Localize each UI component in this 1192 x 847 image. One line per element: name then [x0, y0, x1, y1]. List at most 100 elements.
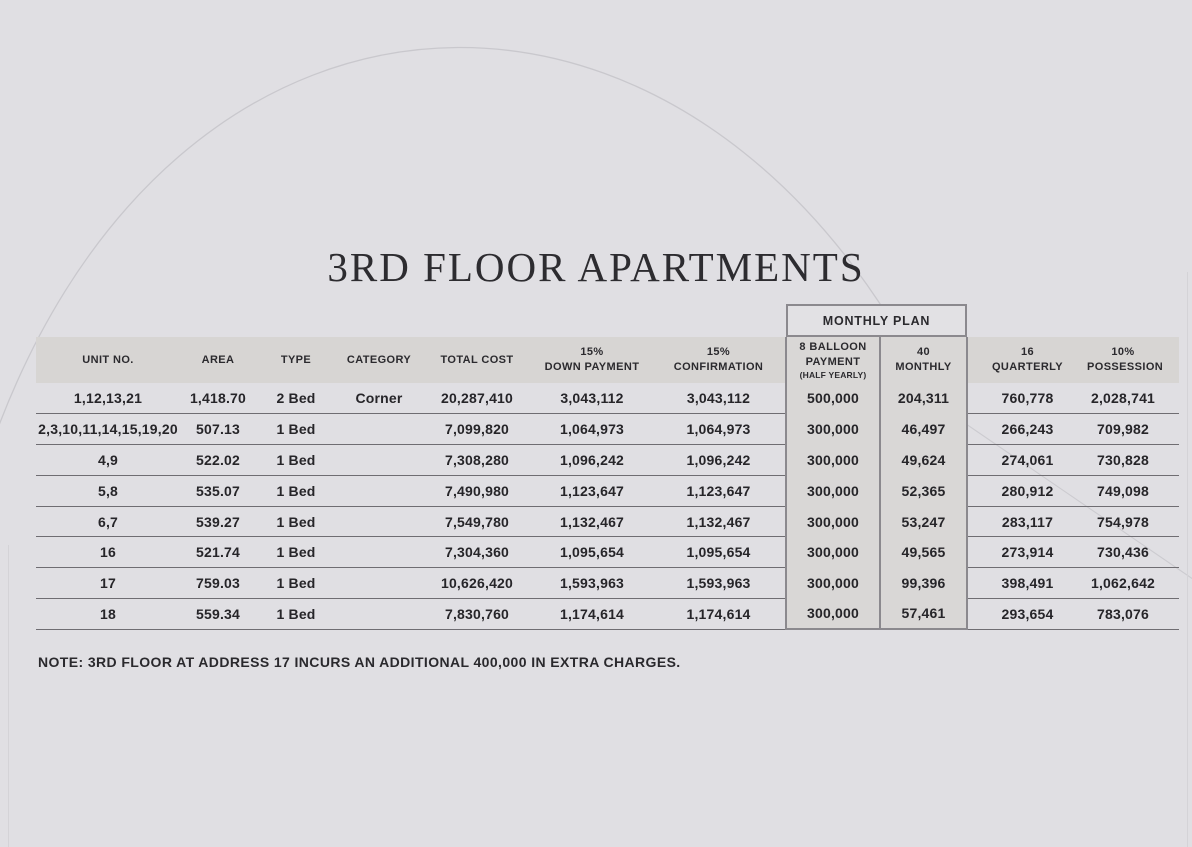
cell-monthly_40: 99,396 — [879, 567, 968, 599]
cell-confirmation_15: 1,096,242 — [652, 444, 786, 476]
cell-area: 507.13 — [180, 413, 256, 446]
cell-confirmation_15: 1,095,654 — [652, 536, 786, 569]
cell-balloon_payment_8: 300,000 — [785, 536, 880, 568]
col-header-possession: 10% POSSESSION — [1087, 337, 1179, 383]
cell-type: 1 Bed — [256, 536, 336, 569]
note-body: 3RD FLOOR AT ADDRESS 17 INCURS AN ADDITI… — [87, 654, 681, 670]
cell-quarterly_16: 266,243 — [967, 413, 1087, 446]
cell-area: 559.34 — [180, 598, 256, 630]
cell-unit_no: 5,8 — [36, 475, 180, 507]
cell-monthly_40: 53,247 — [879, 506, 968, 537]
cell-possession_10: 749,098 — [1087, 475, 1179, 507]
cell-area: 521.74 — [180, 536, 256, 569]
cell-quarterly_16: 398,491 — [967, 567, 1087, 600]
cell-monthly_40: 49,565 — [879, 536, 968, 568]
cell-total_cost: 7,830,760 — [422, 598, 532, 630]
col-header-category: CATEGORY — [336, 337, 422, 383]
apartments-table-wrap: MONTHLY PLAN UNIT NO. AREA TYPE CATEGORY… — [36, 304, 1179, 631]
col-header-40-monthly: 40 MONTHLY — [879, 337, 968, 383]
cell-balloon_payment_8: 300,000 — [785, 475, 880, 507]
cell-confirmation_15: 1,174,614 — [652, 598, 786, 630]
cell-area: 759.03 — [180, 567, 256, 600]
cell-possession_10: 730,436 — [1087, 536, 1179, 569]
note-text: NOTE: 3RD FLOOR AT ADDRESS 17 INCURS AN … — [38, 654, 681, 670]
apartments-table: UNIT NO. AREA TYPE CATEGORY TOTAL COST 1… — [36, 337, 1179, 631]
cell-monthly_40: 46,497 — [879, 413, 968, 445]
cell-unit_no: 2,3,10,11,14,15,19,20 — [36, 413, 180, 446]
cell-down_payment_15: 1,095,654 — [532, 536, 652, 569]
col-header-total-cost: TOTAL COST — [422, 337, 532, 383]
cell-unit_no: 1,12,13,21 — [36, 383, 180, 415]
monthly-plan-group-header: MONTHLY PLAN — [786, 304, 967, 337]
cell-quarterly_16: 280,912 — [967, 475, 1087, 507]
cell-monthly_40: 49,624 — [879, 444, 968, 476]
cell-type: 2 Bed — [256, 383, 336, 415]
cell-balloon_payment_8: 300,000 — [785, 506, 880, 537]
table-row: 18 559.34 1 Bed 7,830,760 1,174,614 1,174,614… — [36, 598, 1179, 631]
cell-confirmation_15: 3,043,112 — [652, 383, 786, 415]
note-label: NOTE: — [38, 654, 88, 670]
cell-monthly_40: 52,365 — [879, 475, 968, 507]
cell-possession_10: 709,982 — [1087, 413, 1179, 446]
table-row: 5,8 535.07 1 Bed 7,490,980 1,123,647 1,123,64… — [36, 475, 1179, 507]
cell-confirmation_15: 1,064,973 — [652, 413, 786, 446]
cell-possession_10: 1,062,642 — [1087, 567, 1179, 600]
cell-type: 1 Bed — [256, 506, 336, 538]
cell-category — [336, 444, 422, 476]
cell-quarterly_16: 274,061 — [967, 444, 1087, 476]
cell-quarterly_16: 760,778 — [967, 383, 1087, 415]
cell-possession_10: 730,828 — [1087, 444, 1179, 476]
cell-total_cost: 10,626,420 — [422, 567, 532, 600]
table-row: 6,7 539.27 1 Bed 7,549,780 1,132,467 1,132,46… — [36, 506, 1179, 538]
cell-confirmation_15: 1,132,467 — [652, 506, 786, 538]
cell-quarterly_16: 293,654 — [967, 598, 1087, 630]
table-body: 1,12,13,21 1,418.70 2 Bed Corner 20,287,410 3… — [36, 383, 1179, 631]
cell-monthly_40: 204,311 — [879, 383, 968, 414]
cell-category — [336, 506, 422, 538]
cell-area: 535.07 — [180, 475, 256, 507]
cell-total_cost: 20,287,410 — [422, 383, 532, 415]
cell-unit_no: 4,9 — [36, 444, 180, 476]
cell-type: 1 Bed — [256, 598, 336, 630]
table-row: 1,12,13,21 1,418.70 2 Bed Corner 20,287,410 3… — [36, 383, 1179, 415]
cell-category — [336, 413, 422, 446]
table-header-row: UNIT NO. AREA TYPE CATEGORY TOTAL COST 1… — [36, 337, 1179, 383]
cell-balloon_payment_8: 300,000 — [785, 598, 880, 631]
cell-down_payment_15: 1,593,963 — [532, 567, 652, 600]
cell-type: 1 Bed — [256, 444, 336, 476]
cell-type: 1 Bed — [256, 567, 336, 600]
cell-unit_no: 6,7 — [36, 506, 180, 538]
cell-category — [336, 598, 422, 630]
cell-total_cost: 7,549,780 — [422, 506, 532, 538]
col-header-unit-no: UNIT NO. — [36, 337, 180, 383]
col-header-area: AREA — [180, 337, 256, 383]
table-row: 4,9 522.02 1 Bed 7,308,280 1,096,242 1,096,24… — [36, 444, 1179, 476]
cell-type: 1 Bed — [256, 413, 336, 446]
cell-balloon_payment_8: 300,000 — [785, 567, 880, 599]
col-header-quarterly: 16 QUARTERLY — [967, 337, 1087, 383]
cell-down_payment_15: 3,043,112 — [532, 383, 652, 415]
page-title: 3RD FLOOR APARTMENTS — [327, 244, 865, 290]
table-row: 17 759.03 1 Bed 10,626,420 1,593,963 1,593,96… — [36, 567, 1179, 600]
bell-arc-line — [0, 46, 966, 471]
cell-down_payment_15: 1,174,614 — [532, 598, 652, 630]
col-header-balloon-payment: 8 BALLOON PAYMENT (HALF YEARLY) — [785, 337, 880, 383]
cell-category — [336, 567, 422, 600]
cell-down_payment_15: 1,123,647 — [532, 475, 652, 507]
cell-balloon_payment_8: 300,000 — [785, 444, 880, 476]
col-header-confirmation: 15% CONFIRMATION — [652, 337, 786, 383]
cell-possession_10: 783,076 — [1087, 598, 1179, 630]
cell-unit_no: 16 — [36, 536, 180, 569]
cell-quarterly_16: 273,914 — [967, 536, 1087, 569]
cell-category: Corner — [336, 383, 422, 415]
cell-balloon_payment_8: 500,000 — [785, 383, 880, 414]
cell-unit_no: 18 — [36, 598, 180, 630]
cell-category — [336, 536, 422, 569]
table-row: 16 521.74 1 Bed 7,304,360 1,095,654 1,095,654… — [36, 536, 1179, 569]
cell-total_cost: 7,308,280 — [422, 444, 532, 476]
cell-total_cost: 7,099,820 — [422, 413, 532, 446]
table-row: 2,3,10,11,14,15,19,20 507.13 1 Bed 7,099,82… — [36, 413, 1179, 446]
cell-monthly_40: 57,461 — [879, 598, 968, 631]
balloon-sublabel: (HALF YEARLY) — [799, 369, 867, 380]
